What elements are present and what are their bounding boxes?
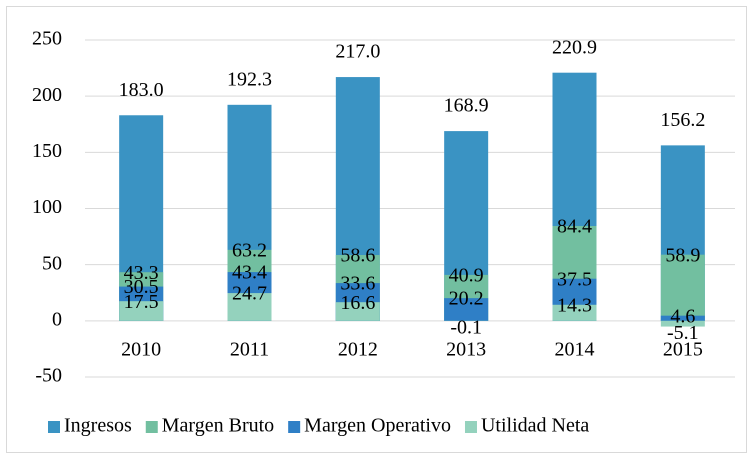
- bar: [227, 293, 272, 321]
- y-tick-label: 250: [32, 28, 62, 50]
- value-label: 220.9: [552, 36, 597, 58]
- legend-swatch: [288, 421, 301, 433]
- value-label: 43.4: [232, 262, 267, 284]
- x-tick-label: 2012: [338, 338, 378, 360]
- value-label: 20.2: [449, 288, 484, 310]
- value-label: 17.5: [124, 291, 159, 313]
- value-label: 58.9: [665, 244, 700, 266]
- x-tick-label: 2013: [446, 338, 486, 360]
- value-label: 183.0: [119, 79, 164, 101]
- x-tick-label: 2015: [663, 338, 703, 360]
- legend-swatch: [464, 421, 477, 433]
- legend-swatch: [48, 421, 60, 433]
- y-tick-label: 50: [42, 252, 62, 274]
- x-tick-label: 2014: [555, 338, 595, 360]
- bar: [119, 301, 164, 321]
- legend-swatch: [145, 421, 158, 433]
- legend-label: Margen Bruto: [162, 415, 274, 437]
- bar: [552, 304, 597, 321]
- bar: [660, 315, 705, 321]
- bar: [335, 302, 380, 321]
- value-label: 24.7: [232, 283, 267, 305]
- value-label: 33.6: [340, 273, 375, 295]
- x-tick-label: 2011: [230, 338, 269, 360]
- value-label: 43.3: [124, 262, 159, 284]
- value-label: 14.3: [557, 294, 592, 316]
- value-label: 168.9: [444, 95, 489, 117]
- value-label: 63.2: [232, 239, 267, 261]
- value-label: 156.2: [660, 109, 705, 131]
- value-label: 4.6: [670, 305, 695, 327]
- bar: [660, 320, 705, 327]
- bar: [444, 298, 489, 321]
- value-label: 84.4: [557, 216, 592, 238]
- value-label: 37.5: [557, 268, 592, 290]
- value-label: 192.3: [227, 68, 272, 90]
- value-label: -5.1: [667, 322, 699, 344]
- value-label: 16.6: [340, 292, 375, 314]
- value-label: -0.1: [450, 317, 482, 339]
- value-label: 40.9: [449, 264, 484, 286]
- value-label: 30.5: [124, 276, 159, 298]
- y-tick-label: 200: [32, 84, 62, 106]
- legend-label: Margen Operativo: [304, 415, 451, 437]
- bar: [660, 254, 705, 321]
- y-tick-label: -50: [35, 365, 62, 387]
- y-tick-label: 0: [52, 308, 62, 330]
- value-label: 217.0: [335, 41, 380, 63]
- y-tick-label: 150: [32, 140, 62, 162]
- value-label: 58.6: [340, 245, 375, 267]
- legend-label: Utilidad Neta: [481, 415, 589, 437]
- y-tick-label: 100: [32, 196, 62, 218]
- legend-label: Ingresos: [64, 415, 132, 437]
- x-tick-label: 2010: [121, 338, 161, 360]
